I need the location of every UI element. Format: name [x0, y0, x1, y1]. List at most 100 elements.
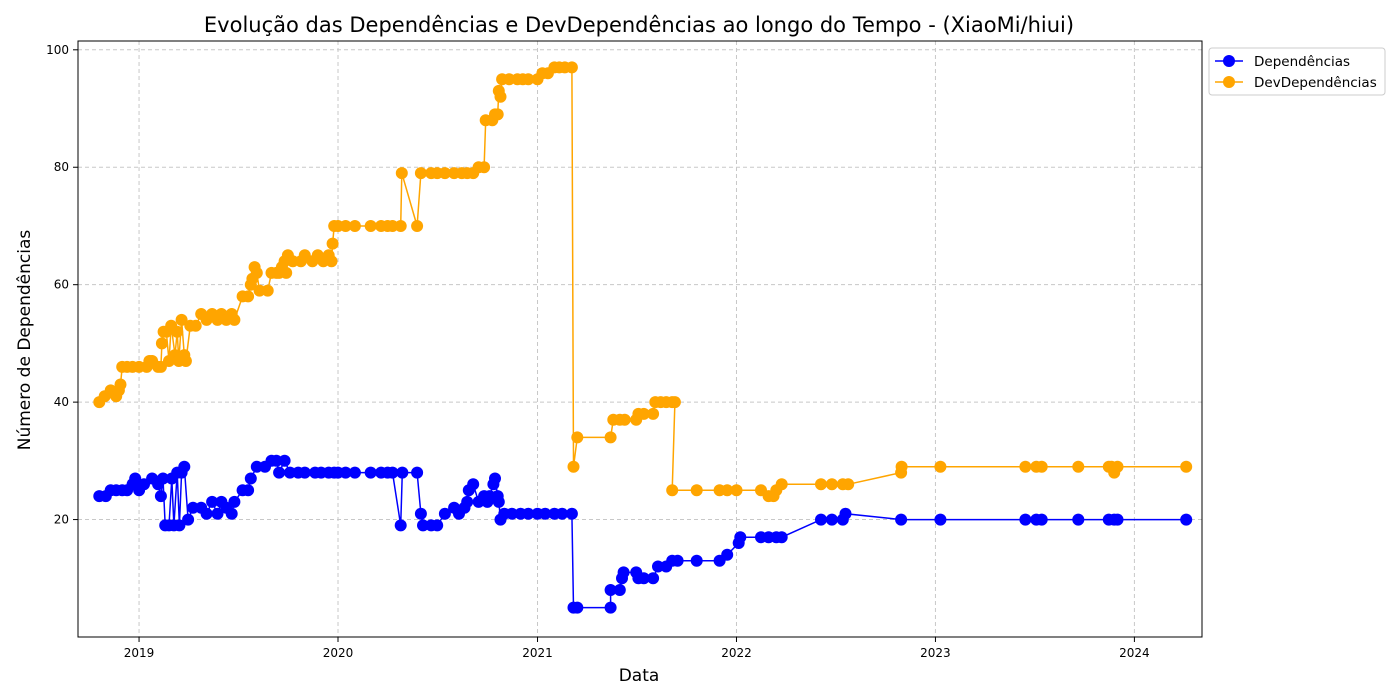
data-point	[522, 507, 535, 520]
data-point	[494, 90, 507, 103]
series-line	[99, 459, 1187, 609]
data-point	[666, 484, 679, 497]
chart-title: Evolução das Dependências e DevDependênc…	[204, 13, 1074, 37]
data-point	[934, 513, 947, 526]
series-layer	[93, 61, 1193, 614]
data-point	[261, 284, 274, 297]
x-tick-label: 2023	[920, 646, 951, 660]
data-point	[228, 313, 241, 326]
y-tick-label: 20	[54, 513, 69, 527]
data-point	[734, 531, 747, 544]
x-tick-label: 2019	[124, 646, 155, 660]
data-point	[842, 478, 855, 491]
data-point	[173, 519, 186, 532]
data-point	[414, 507, 427, 520]
data-point	[721, 484, 734, 497]
data-point	[503, 73, 516, 86]
data-point	[284, 466, 296, 479]
y-tick-label: 80	[54, 160, 69, 174]
data-point	[690, 554, 703, 567]
data-point	[280, 266, 293, 279]
data-point	[394, 220, 407, 232]
plot-frame	[77, 40, 1203, 638]
data-point	[1180, 460, 1193, 473]
data-point	[1035, 513, 1048, 526]
data-point	[228, 495, 241, 508]
data-point	[178, 460, 191, 473]
data-point	[652, 560, 664, 573]
data-point	[647, 407, 660, 420]
data-point	[270, 454, 283, 467]
data-point	[175, 313, 188, 326]
data-point	[364, 466, 377, 479]
data-point	[815, 478, 827, 491]
data-point	[825, 478, 838, 491]
data-point	[478, 161, 491, 174]
y-tick-label: 60	[54, 278, 69, 292]
data-point	[187, 501, 199, 514]
data-point	[154, 490, 167, 503]
y-tick-label: 100	[46, 43, 69, 57]
data-point	[491, 108, 504, 121]
data-point	[250, 266, 263, 279]
data-point	[364, 220, 377, 232]
data-point	[1019, 513, 1032, 526]
data-point	[815, 513, 827, 526]
data-point	[179, 355, 192, 367]
y-tick-label: 40	[54, 395, 69, 409]
data-point	[411, 220, 424, 232]
data-point	[934, 460, 947, 473]
data-point	[348, 466, 361, 479]
data-point	[431, 519, 444, 532]
data-point	[386, 220, 399, 232]
x-tick-label: 2020	[323, 646, 354, 660]
data-point	[565, 507, 578, 520]
data-point	[617, 566, 630, 579]
data-point	[242, 484, 255, 497]
legend-marker	[1223, 55, 1235, 67]
data-point	[417, 519, 429, 532]
data-point	[839, 507, 852, 520]
data-point	[394, 519, 407, 532]
data-point	[489, 472, 501, 485]
data-point	[895, 460, 908, 473]
data-point	[1180, 513, 1193, 526]
data-point	[690, 484, 703, 497]
data-point	[114, 378, 127, 391]
data-point	[1072, 460, 1085, 473]
data-point	[505, 507, 518, 520]
data-point	[618, 413, 631, 426]
data-point	[244, 472, 257, 485]
data-point	[571, 431, 584, 444]
data-point	[604, 584, 617, 596]
data-point	[395, 167, 408, 180]
data-point	[298, 466, 311, 479]
data-point	[325, 255, 338, 268]
data-point	[242, 290, 255, 303]
x-axis-title: Data	[619, 666, 660, 686]
data-point	[225, 507, 238, 520]
data-point	[396, 466, 409, 479]
data-point	[157, 472, 169, 485]
data-point	[671, 554, 684, 567]
data-point	[775, 478, 788, 491]
data-point	[414, 167, 427, 180]
data-point	[461, 495, 474, 508]
data-point	[438, 507, 451, 520]
data-point	[556, 507, 569, 520]
data-point	[339, 466, 352, 479]
series-Dependências	[93, 454, 1193, 614]
data-point	[386, 466, 399, 479]
data-point	[637, 407, 650, 420]
series-DevDependências	[93, 61, 1193, 503]
data-point	[348, 220, 361, 232]
data-point	[668, 396, 681, 409]
data-point	[825, 513, 838, 526]
data-point	[604, 601, 617, 614]
legend-label: Dependências	[1254, 54, 1350, 70]
data-point	[411, 466, 424, 479]
data-point	[1072, 513, 1085, 526]
legend-label: DevDependências	[1254, 75, 1377, 91]
data-point	[1111, 460, 1124, 473]
